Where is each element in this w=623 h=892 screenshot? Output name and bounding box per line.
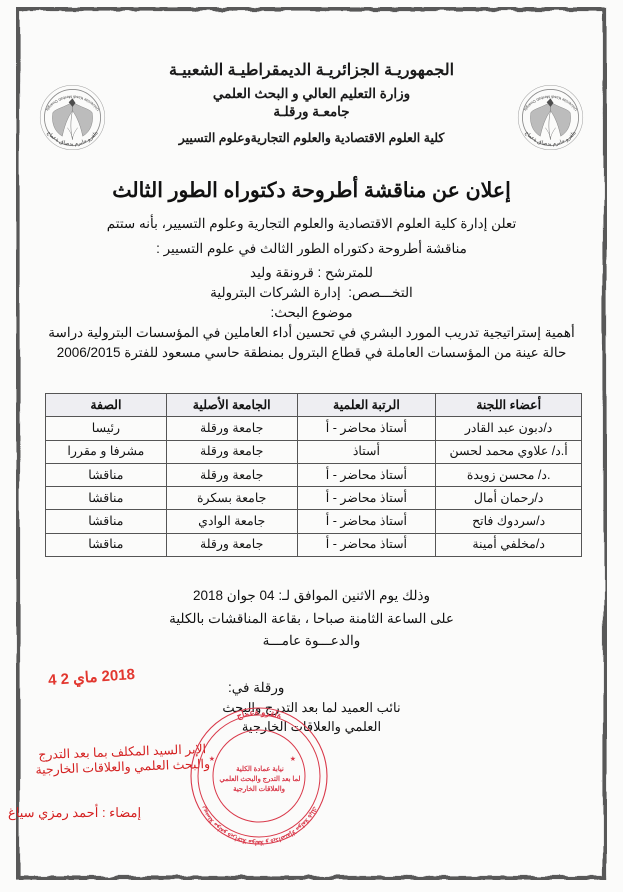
svg-text:كلية العلوم الإقتصادية و العلو: كلية العلوم الإقتصادية و العلوم التجارية… [199, 805, 318, 846]
svg-text:جامعة ورقلة: جامعة ورقلة [235, 707, 283, 722]
svg-text:★: ★ [209, 755, 215, 763]
svg-text:★: ★ [290, 755, 296, 763]
svg-text:نيابة عمادة الكلية ل: نيابة عمادة الكلية لما بعد التدرج والبحث… [218, 765, 301, 793]
